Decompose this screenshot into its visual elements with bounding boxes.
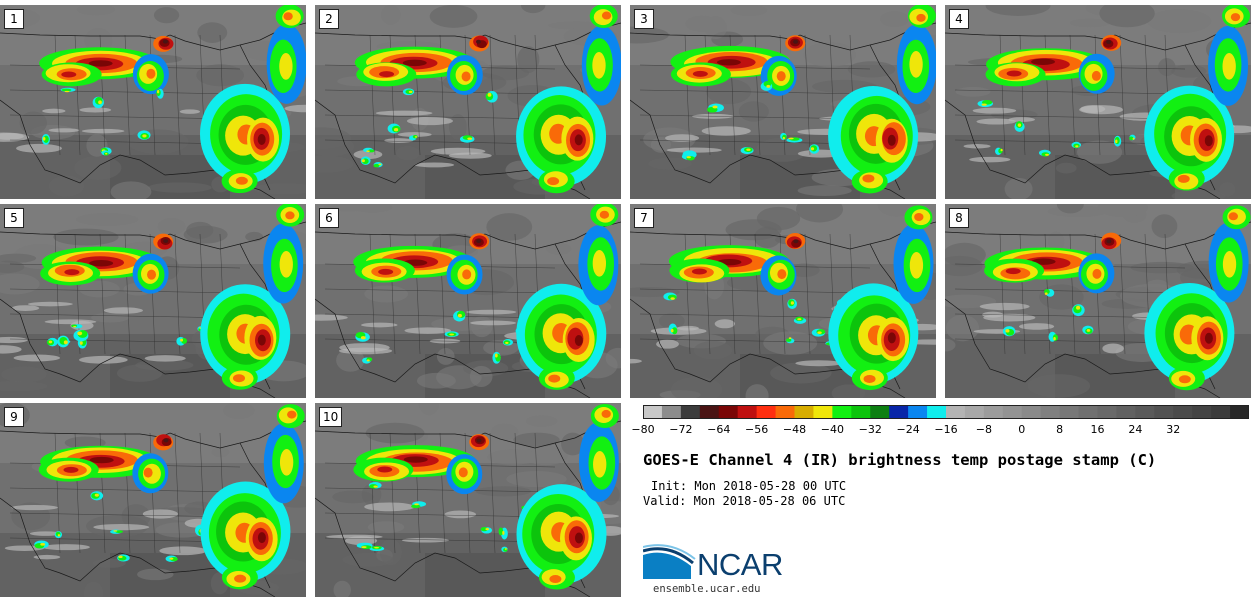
ir-satellite-map [945, 204, 1251, 398]
colorbar-tick: 32 [1166, 423, 1181, 436]
panel-number-label: 1 [4, 9, 24, 29]
panel-number-label: 6 [319, 208, 339, 228]
colorbar-tick: −40 [820, 423, 844, 436]
panel-number-label: 4 [949, 9, 969, 29]
ir-satellite-map [315, 5, 621, 199]
panel-number-label: 7 [634, 208, 654, 228]
colorbar-swatch [680, 405, 701, 419]
colorbar-swatch [870, 405, 890, 419]
colorbar-tick: −16 [934, 423, 958, 436]
ir-satellite-map [0, 403, 306, 597]
colorbar-tick: 8 [1056, 423, 1064, 436]
colorbar-swatch [851, 405, 871, 419]
colorbar-swatch [1154, 405, 1174, 419]
colorbar-swatch [1002, 405, 1023, 419]
colorbar-swatch [1135, 405, 1155, 419]
colorbar-tick-labels: −80 −72 −64 −56 −48 −40 −32 −24 −16 −8 0 8 16 24 32 [631, 423, 1249, 439]
ncar-logo [643, 544, 696, 579]
postage-stamp-panel: 5 [0, 204, 306, 398]
postage-stamp-panel: 10 [315, 403, 621, 597]
ncar-logo-text: NCAR [697, 547, 783, 582]
site-url: ensemble.ucar.edu [653, 583, 761, 595]
colorbar-swatch [775, 405, 795, 419]
colorbar-swatch [1021, 405, 1042, 419]
postage-stamp-panel: 1 [0, 5, 306, 199]
postage-stamp-panel: 6 [315, 204, 621, 398]
colorbar-swatch [983, 405, 1004, 419]
colorbar-swatch [1192, 405, 1212, 419]
panel-number-label: 5 [4, 208, 24, 228]
ir-satellite-map [630, 204, 936, 398]
postage-stamp-panel: 8 [945, 204, 1251, 398]
colorbar-tick: 24 [1128, 423, 1143, 436]
colorbar-tick: −80 [631, 423, 655, 436]
colorbar-swatch [1097, 405, 1117, 419]
ir-satellite-map [0, 5, 306, 199]
panel-number-label: 2 [319, 9, 339, 29]
panel-number-label: 8 [949, 208, 969, 228]
postage-stamp-panel: 9 [0, 403, 306, 597]
colorbar-swatch [908, 405, 928, 419]
colorbar-tick: −72 [669, 423, 693, 436]
colorbar-swatch [946, 405, 966, 419]
colorbar-tick: −56 [745, 423, 769, 436]
colorbar-swatch [813, 405, 833, 419]
colorbar-swatch [1040, 405, 1061, 419]
colorbar-tick: −32 [858, 423, 882, 436]
temperature-colorbar [643, 405, 1249, 419]
colorbar-swatch [643, 405, 663, 419]
colorbar-swatch [889, 405, 909, 419]
init-time: Init: Mon 2018-05-28 00 UTC [651, 479, 847, 493]
colorbar-tick: 0 [1018, 423, 1026, 436]
ir-satellite-map [315, 403, 621, 597]
colorbar-swatch [661, 405, 682, 419]
colorbar-swatch [1211, 405, 1231, 419]
panel-number-label: 10 [319, 407, 343, 427]
postage-stamp-panel: 7 [630, 204, 936, 398]
colorbar-swatch [794, 405, 814, 419]
postage-stamp-panel: 2 [315, 5, 621, 199]
ir-satellite-map [630, 5, 936, 199]
ir-satellite-map [945, 5, 1251, 199]
panel-number-label: 3 [634, 9, 654, 29]
postage-stamp-panel: 4 [945, 5, 1251, 199]
colorbar-tick: 16 [1090, 423, 1105, 436]
colorbar-swatch [699, 405, 720, 419]
colorbar-swatch [927, 405, 947, 419]
colorbar-swatch [718, 405, 739, 419]
colorbar-tick: −64 [707, 423, 731, 436]
ir-satellite-map [315, 204, 621, 398]
colorbar-swatch [756, 405, 777, 419]
colorbar-swatch [1116, 405, 1136, 419]
colorbar-swatch [1173, 405, 1193, 419]
colorbar-swatch [1230, 405, 1249, 419]
colorbar-swatch [1059, 405, 1080, 419]
colorbar-swatch [832, 405, 852, 419]
valid-time: Valid: Mon 2018-05-28 06 UTC [643, 494, 846, 508]
colorbar-tick: −24 [896, 423, 920, 436]
postage-stamp-panel: 3 [630, 5, 936, 199]
colorbar-tick: −48 [782, 423, 807, 436]
colorbar-swatch [737, 405, 758, 419]
colorbar-tick: −8 [975, 423, 992, 436]
panel-number-label: 9 [4, 407, 24, 427]
colorbar-swatch [964, 405, 985, 419]
colorbar-swatch [1078, 405, 1098, 419]
figure-title: GOES-E Channel 4 (IR) brightness temp po… [643, 451, 1157, 469]
ir-satellite-map [0, 204, 306, 398]
